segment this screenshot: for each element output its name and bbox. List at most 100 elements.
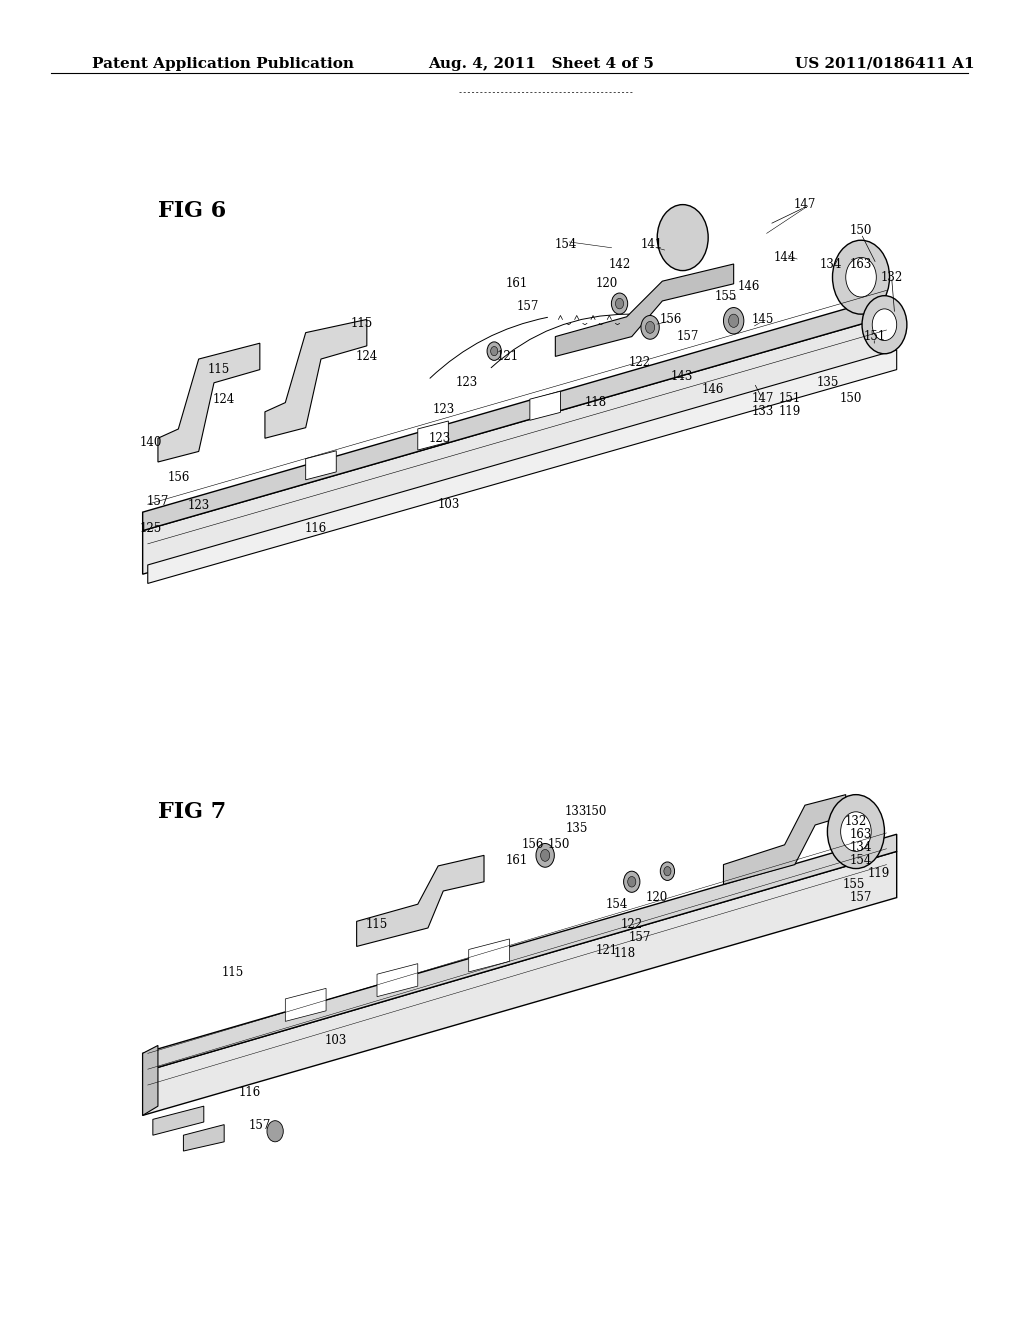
Text: 157: 157: [629, 931, 651, 944]
Text: 146: 146: [702, 383, 724, 396]
Polygon shape: [265, 319, 367, 438]
Circle shape: [624, 871, 640, 892]
Text: 116: 116: [305, 521, 327, 535]
Circle shape: [728, 314, 738, 327]
Text: 157: 157: [517, 300, 539, 313]
Circle shape: [267, 1121, 284, 1142]
Text: Patent Application Publication: Patent Application Publication: [92, 57, 353, 71]
Text: US 2011/0186411 A1: US 2011/0186411 A1: [795, 57, 975, 71]
Circle shape: [641, 315, 659, 339]
Text: 144: 144: [773, 251, 796, 264]
Text: 133: 133: [564, 805, 587, 818]
Polygon shape: [529, 391, 560, 420]
Text: 115: 115: [350, 317, 373, 330]
Text: FIG 6: FIG 6: [158, 201, 226, 222]
Text: 156: 156: [522, 838, 544, 851]
Text: 115: 115: [221, 966, 244, 979]
Polygon shape: [153, 1106, 204, 1135]
Text: 116: 116: [239, 1086, 261, 1100]
Polygon shape: [469, 939, 510, 972]
Text: 123: 123: [187, 499, 210, 512]
Circle shape: [487, 342, 502, 360]
Circle shape: [657, 205, 709, 271]
Text: 135: 135: [816, 376, 839, 389]
Polygon shape: [418, 421, 449, 450]
Text: 150: 150: [840, 392, 862, 405]
Circle shape: [827, 795, 885, 869]
Text: 157: 157: [850, 891, 872, 904]
Text: 157: 157: [146, 495, 169, 508]
Circle shape: [490, 346, 498, 355]
Text: 157: 157: [249, 1119, 271, 1133]
Text: 140: 140: [139, 436, 162, 449]
Text: 133: 133: [752, 405, 774, 418]
Text: 151: 151: [863, 330, 886, 343]
Circle shape: [611, 293, 628, 314]
Text: 161: 161: [506, 277, 527, 290]
Text: 103: 103: [325, 1034, 347, 1047]
Text: 145: 145: [752, 313, 774, 326]
Text: 154: 154: [850, 854, 872, 867]
Text: 156: 156: [167, 471, 189, 484]
Polygon shape: [306, 451, 336, 480]
Text: 161: 161: [506, 854, 527, 867]
Polygon shape: [147, 350, 897, 583]
Text: 119: 119: [867, 867, 890, 880]
Polygon shape: [158, 343, 260, 462]
Polygon shape: [286, 989, 326, 1022]
Text: 143: 143: [671, 370, 693, 383]
Text: 135: 135: [565, 822, 588, 836]
Text: 125: 125: [139, 521, 162, 535]
Circle shape: [615, 298, 624, 309]
Circle shape: [841, 812, 871, 851]
Polygon shape: [555, 264, 733, 356]
Text: 150: 150: [585, 805, 607, 818]
Text: 120: 120: [646, 891, 669, 904]
Circle shape: [724, 308, 743, 334]
Text: 115: 115: [208, 363, 230, 376]
Circle shape: [541, 850, 550, 862]
Circle shape: [833, 240, 890, 314]
Text: 121: 121: [595, 944, 617, 957]
Text: 123: 123: [429, 432, 452, 445]
Text: 115: 115: [366, 917, 388, 931]
Polygon shape: [142, 297, 887, 531]
Text: 121: 121: [497, 350, 518, 363]
Text: 120: 120: [595, 277, 617, 290]
Text: 146: 146: [737, 280, 760, 293]
Text: 132: 132: [881, 271, 903, 284]
Polygon shape: [142, 1045, 158, 1115]
Text: 147: 147: [752, 392, 774, 405]
Circle shape: [846, 257, 877, 297]
Polygon shape: [142, 851, 897, 1115]
Text: 103: 103: [437, 498, 460, 511]
Text: 124: 124: [213, 393, 236, 407]
Text: 154: 154: [605, 898, 628, 911]
Circle shape: [872, 309, 897, 341]
Text: 134: 134: [819, 257, 842, 271]
Text: 141: 141: [641, 238, 664, 251]
Text: 122: 122: [629, 356, 651, 370]
Text: 118: 118: [585, 396, 607, 409]
Circle shape: [862, 296, 907, 354]
Circle shape: [660, 862, 675, 880]
Polygon shape: [183, 1125, 224, 1151]
Text: 122: 122: [621, 917, 643, 931]
Text: 119: 119: [778, 405, 801, 418]
Circle shape: [664, 866, 671, 876]
Circle shape: [628, 876, 636, 887]
Text: 118: 118: [613, 946, 636, 960]
Text: FIG 7: FIG 7: [158, 801, 226, 822]
Text: 157: 157: [677, 330, 699, 343]
Polygon shape: [142, 317, 887, 574]
Text: 124: 124: [355, 350, 378, 363]
Text: 155: 155: [843, 878, 865, 891]
Text: Aug. 4, 2011   Sheet 4 of 5: Aug. 4, 2011 Sheet 4 of 5: [428, 57, 654, 71]
Text: 123: 123: [456, 376, 478, 389]
Text: 155: 155: [715, 290, 736, 304]
Text: 150: 150: [850, 224, 872, 238]
Text: 142: 142: [608, 257, 631, 271]
Text: 163: 163: [850, 257, 872, 271]
Text: 150: 150: [547, 838, 569, 851]
Circle shape: [536, 843, 554, 867]
